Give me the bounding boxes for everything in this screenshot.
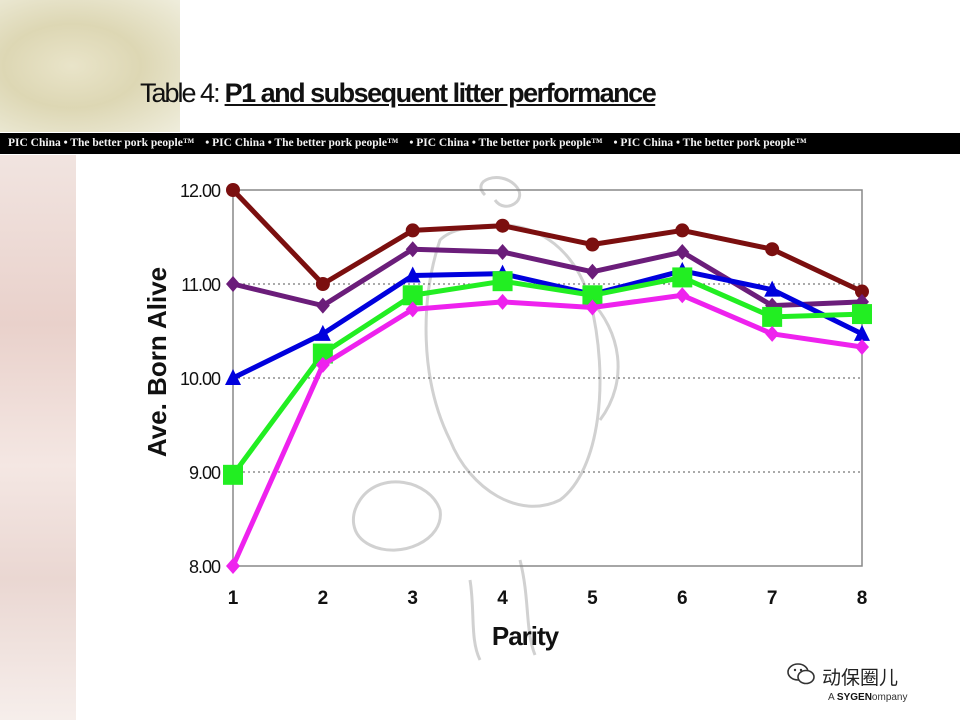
y-tick-label: 11.00	[181, 275, 221, 295]
data-point	[314, 324, 331, 341]
title-prefix: Table 4:	[140, 78, 221, 108]
banner-segment: • PIC China • The better pork people™	[205, 137, 399, 149]
data-point	[226, 558, 240, 574]
banner-segment: PIC China • The better pork people™	[8, 137, 195, 149]
x-tick-label: 7	[767, 588, 778, 609]
data-point	[315, 356, 330, 373]
pig-photo-side	[0, 155, 76, 720]
data-point	[495, 293, 510, 310]
data-point	[405, 301, 420, 318]
page-title: Table 4: P1 and subsequent litter perfor…	[140, 78, 657, 109]
company-brand: A SYGENompany	[828, 692, 908, 703]
x-tick-label: 1	[228, 588, 239, 609]
data-point	[315, 277, 330, 291]
brand-name: SYGEN	[836, 692, 872, 703]
series-line	[232, 246, 863, 309]
data-point	[675, 244, 690, 261]
data-point	[675, 223, 690, 238]
data-point	[492, 271, 513, 292]
series-5	[226, 287, 869, 574]
pig-photo-corner	[0, 0, 180, 132]
data-point	[855, 338, 869, 355]
data-point	[223, 464, 243, 485]
data-point	[852, 304, 872, 325]
series-line	[231, 188, 864, 294]
data-point	[854, 324, 870, 341]
x-tick-label: 5	[587, 588, 598, 609]
data-point	[764, 280, 781, 297]
x-tick-label: 6	[677, 588, 688, 609]
data-point	[672, 267, 693, 288]
x-tick-label: 2	[318, 588, 329, 609]
y-tick-label: 12.00	[180, 181, 221, 201]
series-line	[231, 268, 864, 381]
data-point	[312, 343, 333, 364]
data-point	[404, 266, 421, 283]
data-point	[405, 223, 420, 238]
data-point	[585, 299, 600, 316]
slogan-banner: PIC China • The better pork people™ • PI…	[0, 133, 960, 154]
data-point	[225, 369, 241, 385]
series-4	[223, 267, 872, 485]
banner-segment: • PIC China • The better pork people™	[409, 137, 603, 149]
x-axis-label: Parity	[492, 621, 560, 651]
data-point	[585, 263, 600, 280]
watermark-text: 动保圈儿	[822, 667, 899, 689]
x-tick-label: 8	[857, 588, 868, 609]
series-2	[226, 241, 869, 314]
data-point	[226, 276, 240, 292]
data-point	[765, 325, 780, 342]
y-tick-label: 9.00	[189, 463, 221, 483]
data-point	[495, 244, 510, 261]
data-point	[402, 285, 423, 306]
data-point	[765, 242, 780, 257]
series-line	[230, 292, 863, 568]
series-line	[230, 274, 863, 477]
brand-prefix: A	[828, 692, 837, 703]
data-point	[855, 284, 869, 299]
data-point	[226, 183, 240, 197]
data-point	[582, 285, 603, 306]
y-axis-label: Ave. Born Alive	[142, 267, 172, 457]
y-tick-label: 10.00	[180, 369, 221, 389]
data-point	[315, 297, 330, 314]
data-point	[495, 218, 510, 233]
y-tick-label: 8.00	[189, 557, 221, 577]
banner-segment: • PIC China • The better pork people™	[613, 137, 807, 149]
wechat-logo-icon	[787, 663, 815, 685]
data-point	[762, 306, 783, 327]
x-tick-label: 4	[497, 588, 508, 609]
data-point	[675, 287, 690, 304]
brand-suffix: ompany	[871, 692, 908, 703]
data-point	[405, 241, 420, 258]
pig-watermark-drawing	[351, 176, 620, 661]
series-1	[226, 183, 869, 299]
title-main: P1 and subsequent litter performance	[224, 78, 657, 108]
data-point	[585, 237, 600, 252]
x-tick-label: 3	[407, 588, 418, 609]
